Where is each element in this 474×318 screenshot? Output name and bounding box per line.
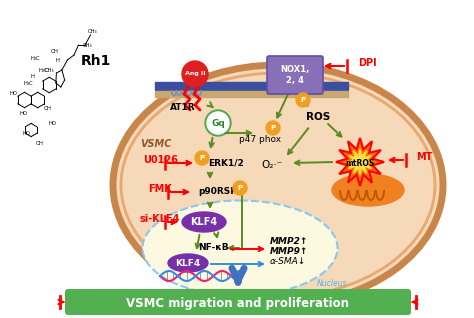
Text: CH₃: CH₃	[44, 68, 54, 73]
Text: P: P	[271, 126, 275, 132]
Circle shape	[195, 151, 209, 165]
Polygon shape	[336, 138, 384, 186]
Text: P: P	[200, 156, 205, 162]
Text: DPI: DPI	[358, 58, 377, 68]
Text: p90RSK: p90RSK	[198, 188, 237, 197]
Text: OH: OH	[44, 106, 52, 111]
Text: NOX1,
2, 4: NOX1, 2, 4	[280, 65, 310, 85]
Text: OH: OH	[36, 141, 44, 146]
Text: H: H	[30, 74, 34, 79]
Text: KLF4: KLF4	[175, 259, 201, 267]
Ellipse shape	[168, 254, 208, 272]
Text: OH: OH	[51, 49, 59, 54]
Polygon shape	[347, 149, 373, 175]
Text: P: P	[237, 185, 243, 191]
Ellipse shape	[143, 201, 337, 295]
Text: P: P	[301, 98, 306, 103]
Ellipse shape	[121, 73, 435, 297]
Text: O₂·⁻: O₂·⁻	[261, 160, 283, 170]
Text: VSMC migration and proliferation: VSMC migration and proliferation	[127, 296, 349, 309]
Text: Rh1: Rh1	[81, 54, 111, 68]
Text: Ang II: Ang II	[185, 71, 205, 75]
Text: HO: HO	[22, 131, 30, 136]
Text: H₃C: H₃C	[30, 56, 40, 61]
Text: NF-κB: NF-κB	[198, 244, 228, 252]
Text: VSMC: VSMC	[140, 139, 172, 149]
Circle shape	[207, 112, 229, 134]
Text: si-KLF4: si-KLF4	[140, 214, 181, 224]
FancyBboxPatch shape	[65, 289, 411, 315]
Text: H₃C: H₃C	[38, 68, 48, 73]
Text: HO: HO	[49, 121, 56, 126]
Circle shape	[233, 181, 247, 195]
Text: Nucleus: Nucleus	[317, 279, 347, 288]
Text: CH₃: CH₃	[83, 43, 92, 48]
Text: HO: HO	[19, 111, 27, 116]
FancyBboxPatch shape	[267, 56, 323, 94]
Text: FMK: FMK	[148, 184, 172, 194]
Ellipse shape	[113, 65, 443, 305]
Text: HO: HO	[9, 91, 17, 96]
Text: ROS: ROS	[306, 112, 330, 122]
Text: p47 phox: p47 phox	[239, 135, 281, 144]
Text: ERK1/2: ERK1/2	[208, 158, 244, 168]
Text: U0126: U0126	[143, 155, 178, 165]
Circle shape	[266, 121, 280, 135]
Text: MT: MT	[416, 152, 432, 162]
Ellipse shape	[182, 212, 226, 232]
Text: α-SMA↓: α-SMA↓	[270, 257, 306, 266]
Circle shape	[205, 110, 231, 136]
Text: mtROS: mtROS	[346, 158, 374, 168]
Text: H: H	[56, 58, 60, 63]
Text: Gq: Gq	[211, 119, 225, 128]
Text: H₃C: H₃C	[23, 81, 33, 86]
Text: MMP9↑: MMP9↑	[270, 247, 309, 256]
Text: AT1R: AT1R	[170, 103, 196, 113]
Text: KLF4: KLF4	[191, 217, 218, 227]
Circle shape	[182, 61, 208, 87]
Ellipse shape	[332, 174, 404, 206]
Circle shape	[296, 93, 310, 107]
Text: CH₃: CH₃	[88, 29, 97, 34]
Text: MMP2↑: MMP2↑	[270, 237, 309, 246]
